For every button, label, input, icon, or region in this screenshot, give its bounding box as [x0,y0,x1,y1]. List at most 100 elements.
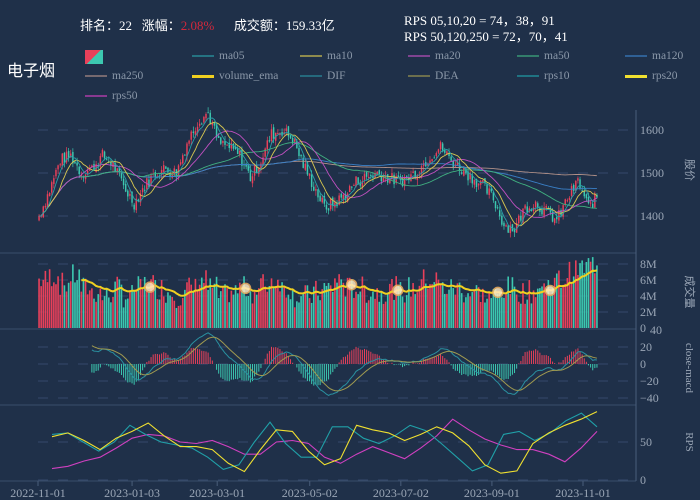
volume-bar [192,291,195,328]
volume-bar [437,279,440,328]
candle-body [137,199,140,202]
legend-item-DEA[interactable]: DEA [408,70,459,82]
legend-item-rps50[interactable]: rps50 [85,90,138,102]
volume-bar [374,298,376,328]
volume-bar [539,288,541,328]
candle-body [287,126,290,137]
legend-item-ma250[interactable]: ma250 [85,70,143,82]
legend-item-ma20[interactable]: ma20 [408,50,461,62]
candle-body [245,163,247,167]
legend-item-ma05[interactable]: ma05 [192,50,245,62]
candle-body [203,117,205,123]
volume-bar [507,276,509,328]
volume-bar [585,261,588,328]
candle-body [520,215,522,221]
candle-body [236,148,239,155]
volume-bar [160,280,163,328]
line-legend-icon [85,75,107,77]
candle-body [475,179,478,187]
candle-body [587,197,590,204]
volume-bar [380,292,383,328]
volume-bar [141,288,144,328]
legend-item-volume_ema[interactable]: volume_ema [192,70,278,82]
candle-body [190,131,192,140]
legend-label: DIF [327,70,346,82]
legend-item-ma120[interactable]: ma120 [625,50,683,62]
volume-bar [158,299,161,328]
candle-body [110,162,112,166]
volume-ema-marker [492,286,504,299]
volume-bar [427,288,429,328]
candle-body [427,163,429,166]
volume-bar [188,277,190,328]
candle-body [482,179,484,183]
candle-body [367,176,370,178]
volume-bar [243,276,245,328]
volume-bar [353,297,355,328]
candle-body [279,133,281,136]
volume-bar [112,296,114,328]
volume-bar [509,294,512,328]
volume-bar [74,282,76,328]
volume-bar [177,305,180,328]
candle-body [61,153,64,167]
x-tick-label: 2023-09-01 [464,486,520,500]
candle-body [291,137,294,144]
volume-bar [93,298,95,328]
candle-body [182,155,184,164]
volume-bar [408,277,410,328]
candle-body [515,222,518,233]
stats-header: 排名：22 涨幅：2.08% 成交额：159.33亿 [80,15,335,34]
x-tick-label: 2023-05-02 [282,486,338,500]
legend-item-ma10[interactable]: ma10 [300,50,353,62]
candle-body [315,189,317,191]
candle-body [591,203,594,209]
candle-body [86,170,89,174]
candle-body [340,193,342,198]
volume-bar [209,278,212,328]
volume-bar [152,275,154,328]
legend-item-rps10[interactable]: rps10 [517,70,570,82]
legend-item-ma50[interactable]: ma50 [517,50,570,62]
candle-body [103,151,106,159]
volume-bar [306,285,309,328]
volume-bar [528,280,531,328]
legend-item-rps20[interactable]: rps20 [625,70,678,82]
volume-bar [300,296,302,328]
volume-bar [262,274,264,328]
volume-bar [38,278,40,328]
candle-body [486,184,488,194]
candle-body [321,197,323,203]
volume-bar [186,282,188,328]
volume-bar [467,293,469,328]
candle-body [325,204,328,210]
volume-bar [547,280,550,328]
volume-bar [488,291,490,328]
volume-bar [304,285,307,328]
volume-bar [560,287,562,328]
candle-body [389,179,391,184]
volume-bar [401,296,404,328]
volume-bar [46,282,49,328]
candle-body [114,163,116,172]
volume-bar [555,273,558,328]
volume-bar [594,273,596,328]
candle-body [131,191,133,203]
legend-item-DIF[interactable]: DIF [300,70,346,82]
candle-body [173,168,176,175]
legend-label: ma50 [544,50,570,62]
volume-bar [291,290,294,328]
volume-bar [575,260,577,328]
ma50-line [49,142,597,209]
candle-body [342,194,345,200]
volume-bar [458,282,461,328]
volume-bar [498,292,501,328]
volume-bar [570,283,573,328]
rps20-line [51,411,598,474]
legend-item-candle[interactable] [85,50,108,64]
volume-bar [129,290,131,328]
candle-body [528,208,531,212]
candle-body [234,147,237,150]
candle-body [488,188,490,195]
volume-bar [395,276,397,328]
